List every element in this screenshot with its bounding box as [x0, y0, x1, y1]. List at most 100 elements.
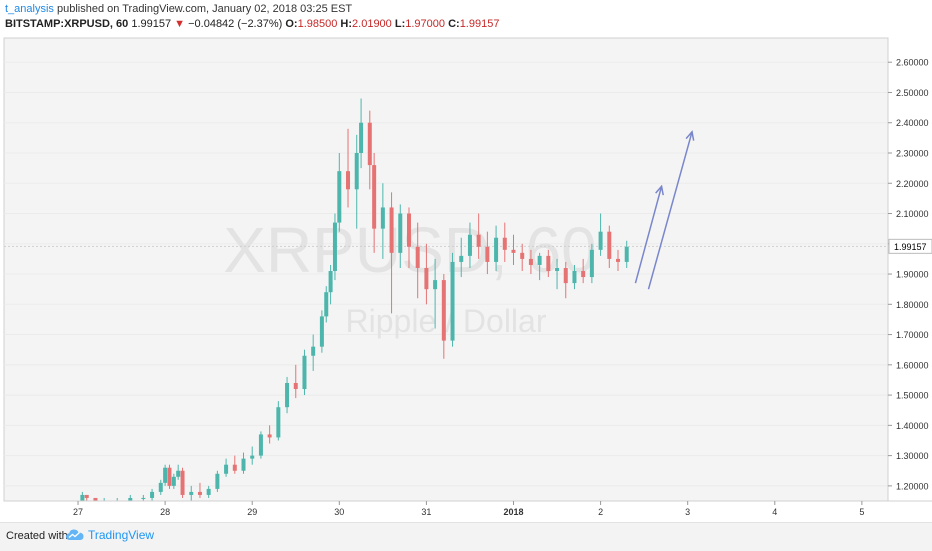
- candle-body: [485, 246, 490, 262]
- candle-body: [180, 470, 185, 495]
- y-tick-label: 2.40000: [896, 118, 929, 128]
- publication-info: t_analysis published on TradingView.com,…: [5, 3, 352, 15]
- y-tick-label: 2.30000: [896, 148, 929, 158]
- low-label: L:: [394, 18, 406, 30]
- candle-body: [520, 252, 525, 259]
- candle-body: [293, 382, 298, 390]
- close-label: C:: [448, 18, 460, 30]
- created-with-label: Created with: [6, 530, 68, 542]
- candle-body: [354, 152, 359, 190]
- candle-body: [511, 249, 516, 253]
- high-label: H:: [340, 18, 353, 30]
- candle-body: [171, 476, 176, 486]
- candle-body: [359, 122, 364, 153]
- candle-body: [424, 267, 429, 290]
- x-tick-label: 4: [772, 507, 777, 517]
- candle-body: [176, 470, 181, 477]
- candle-body: [398, 213, 403, 253]
- candle-body: [581, 271, 586, 278]
- candle-body: [563, 267, 568, 284]
- candle-body: [158, 482, 163, 492]
- candle-body: [150, 491, 155, 498]
- ticker-legend: BITSTAMP:XRPUSD, 60 1.99157 ▼ −0.04842 (…: [5, 18, 499, 30]
- down-triangle-icon: ▼: [174, 18, 186, 30]
- candle-body: [589, 249, 594, 278]
- symbol-label[interactable]: BITSTAMP:XRPUSD, 60: [5, 18, 129, 30]
- candle-body: [372, 165, 377, 229]
- candle-body: [450, 261, 455, 341]
- candle-body: [624, 246, 629, 262]
- candle-body: [167, 467, 172, 486]
- candle-body: [189, 491, 194, 495]
- candle-body: [267, 434, 272, 438]
- price-chart[interactable]: XRPUSD, 60 Ripple / Dollar 1.200001.3000…: [0, 0, 932, 522]
- candle-body: [197, 491, 202, 495]
- candle-body: [598, 231, 603, 250]
- candle-body: [84, 494, 89, 498]
- low-value: 1.97000: [405, 18, 446, 30]
- x-tick-label: 3: [685, 507, 690, 517]
- author-link[interactable]: t_analysis: [5, 3, 54, 15]
- arrow-head-icon: [685, 130, 695, 141]
- last-price-tag-box: [888, 238, 932, 254]
- candle-body: [80, 494, 85, 501]
- candle-body: [258, 434, 263, 456]
- last-price-value: 1.99157: [131, 18, 172, 30]
- trend-arrows[interactable]: [634, 130, 695, 290]
- y-tick-label: 1.70000: [896, 330, 929, 340]
- x-tick-label: 2: [598, 507, 603, 517]
- candle-body: [367, 122, 372, 166]
- candle-body: [302, 355, 307, 390]
- candle-body: [276, 407, 281, 438]
- x-tick-label: 28: [160, 507, 170, 517]
- candle-body: [324, 292, 329, 317]
- candle-body: [337, 171, 342, 223]
- price-axis[interactable]: [888, 38, 932, 501]
- candle-body: [502, 237, 507, 250]
- x-tick-label: 30: [334, 507, 344, 517]
- candle-body: [607, 231, 612, 259]
- x-tick-label: 5: [859, 507, 864, 517]
- candle-body: [250, 455, 255, 459]
- tradingview-brand-label: TradingView: [88, 528, 155, 542]
- plot-area[interactable]: [3, 37, 889, 502]
- y-tick-label: 1.50000: [896, 391, 929, 401]
- candle-body: [346, 171, 351, 190]
- y-tick-label: 2.20000: [896, 179, 929, 189]
- candle-body: [572, 271, 577, 284]
- high-value: 2.01900: [352, 18, 392, 30]
- y-tick-label: 1.30000: [896, 451, 929, 461]
- candle-body: [332, 222, 337, 272]
- candle-body: [215, 473, 220, 489]
- x-tick-label: 27: [73, 507, 83, 517]
- time-axis[interactable]: [4, 501, 888, 521]
- candle-body: [389, 207, 394, 253]
- y-tick-label: 2.60000: [896, 58, 929, 68]
- candle-body: [163, 467, 168, 483]
- close-value: 1.99157: [459, 18, 500, 30]
- y-grid: [4, 61, 888, 487]
- candle-body: [433, 280, 438, 290]
- published-text: published on TradingView.com, January 02…: [53, 3, 353, 15]
- candle-body: [128, 497, 133, 501]
- candle-body: [494, 237, 499, 262]
- candle-body: [537, 255, 542, 265]
- tradingview-link[interactable]: TradingView: [66, 528, 154, 542]
- candle-body: [319, 316, 324, 347]
- candle-body: [406, 213, 411, 247]
- open-value: 1.98500: [297, 18, 338, 30]
- trend-arrow-line: [634, 186, 663, 284]
- candle-body: [555, 267, 560, 272]
- y-tick-label: 1.40000: [896, 421, 929, 431]
- candle-body: [528, 258, 533, 265]
- candle-body: [459, 255, 464, 262]
- last-price-tag: 1.99157: [888, 238, 932, 254]
- x-tick-label: 29: [247, 507, 257, 517]
- candle-body: [380, 207, 385, 229]
- change-value: −0.04842 (−2.37%): [188, 18, 283, 30]
- candle-body: [616, 258, 621, 262]
- footer: Created with TradingView: [0, 522, 932, 551]
- x-axis-ticks: 27 28 29 30 31 2018 2 3 4 5: [73, 501, 864, 517]
- x-tick-label: 31: [421, 507, 431, 517]
- trend-arrow-line: [647, 131, 693, 290]
